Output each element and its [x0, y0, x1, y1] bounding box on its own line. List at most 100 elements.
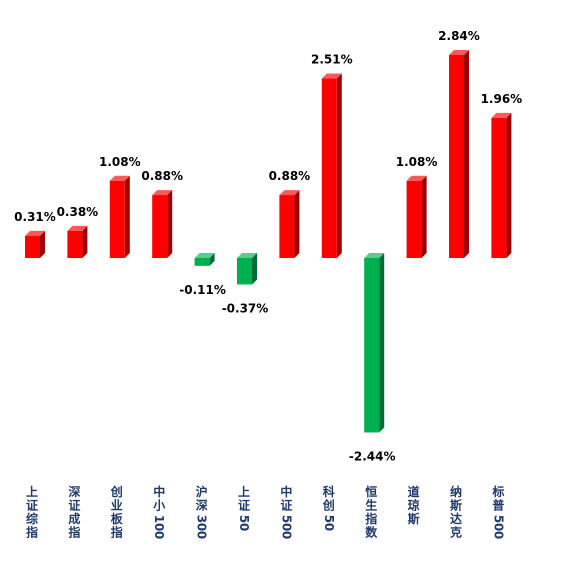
bar-top: [25, 230, 45, 236]
bar-front: [152, 195, 168, 258]
bar-side: [506, 112, 512, 258]
data-label-9: -2.44%: [349, 449, 396, 463]
svg-text:业: 业: [111, 498, 123, 513]
bar-top: [152, 190, 173, 196]
bar-4: [152, 190, 173, 258]
bar-top: [364, 253, 385, 258]
bar-12: [491, 112, 512, 258]
svg-text:创: 创: [110, 484, 123, 499]
svg-text:0: 0: [152, 523, 166, 531]
svg-text:证: 证: [238, 499, 250, 513]
bar-top: [67, 225, 88, 231]
svg-text:斯: 斯: [450, 498, 462, 513]
svg-text:小: 小: [153, 498, 165, 513]
bar-top: [237, 253, 257, 258]
svg-text:0: 0: [279, 523, 293, 531]
svg-text:证: 证: [280, 499, 292, 513]
svg-text:指: 指: [26, 525, 38, 540]
bar-8: [321, 73, 342, 258]
category-label-10: 道琼斯: [408, 484, 420, 526]
bar-top: [449, 49, 469, 55]
bar-front: [449, 54, 464, 258]
bar-1: [25, 230, 45, 258]
data-label-6: -0.37%: [222, 301, 269, 315]
svg-text:深: 深: [196, 498, 208, 513]
data-label-1: 0.31%: [14, 210, 56, 224]
svg-text:1: 1: [152, 515, 166, 523]
bar-side: [82, 225, 88, 258]
bar-front: [279, 195, 295, 258]
svg-text:5: 5: [279, 515, 293, 523]
data-label-3: 1.08%: [99, 155, 141, 169]
svg-text:上: 上: [26, 484, 38, 499]
bar-front: [194, 258, 210, 266]
bar-2: [67, 225, 88, 258]
svg-text:普: 普: [492, 498, 504, 513]
svg-text:综: 综: [26, 511, 38, 526]
svg-text:恒: 恒: [365, 484, 377, 499]
data-label-11: 2.84%: [438, 29, 480, 43]
svg-text:科: 科: [323, 484, 335, 499]
svg-text:指: 指: [68, 525, 80, 540]
bar-side: [252, 253, 257, 285]
bar-side: [421, 175, 427, 258]
svg-text:琼: 琼: [408, 498, 420, 513]
svg-text:中: 中: [153, 484, 165, 499]
svg-text:创: 创: [322, 498, 335, 513]
svg-text:纳: 纳: [450, 484, 462, 499]
svg-text:5: 5: [322, 515, 336, 523]
bar-side: [209, 253, 215, 266]
bar-front: [109, 180, 125, 258]
data-label-10: 1.08%: [396, 155, 438, 169]
svg-text:3: 3: [195, 515, 209, 523]
bar-top: [491, 112, 512, 118]
svg-text:0: 0: [279, 531, 293, 539]
svg-text:数: 数: [365, 525, 378, 540]
data-label-4: 0.88%: [141, 169, 183, 183]
bar-top: [406, 175, 427, 181]
svg-text:中: 中: [280, 484, 292, 499]
svg-text:0: 0: [195, 531, 209, 539]
svg-text:0: 0: [195, 523, 209, 531]
bar-top: [194, 253, 215, 258]
category-label-6: 上证 50: [237, 484, 251, 531]
bar-top: [279, 190, 300, 196]
data-label-7: 0.88%: [269, 169, 311, 183]
data-label-2: 0.38%: [57, 205, 99, 219]
data-label-12: 1.96%: [481, 92, 523, 106]
category-label-8: 科创 50: [322, 484, 336, 531]
bar-front: [237, 258, 252, 285]
svg-text:证: 证: [26, 499, 38, 513]
bar-3: [109, 175, 130, 258]
bar-side: [167, 190, 173, 258]
bar-9: [364, 253, 385, 433]
svg-text:沪: 沪: [196, 484, 208, 499]
bar-side: [40, 230, 45, 258]
bar-side: [379, 253, 385, 433]
bar-front: [364, 258, 380, 433]
svg-text:0: 0: [237, 523, 251, 531]
bar-front: [491, 117, 507, 258]
bar-side: [294, 190, 300, 258]
svg-text:0: 0: [491, 523, 505, 531]
svg-text:深: 深: [68, 484, 80, 499]
data-label-5: -0.11%: [179, 283, 226, 297]
svg-text:上: 上: [238, 484, 250, 499]
bar-front: [25, 235, 40, 258]
svg-text:指: 指: [365, 511, 377, 526]
bar-5: [194, 253, 215, 266]
svg-text:0: 0: [152, 531, 166, 539]
svg-text:生: 生: [365, 498, 377, 513]
svg-text:5: 5: [237, 515, 251, 523]
bar-6: [237, 253, 257, 285]
bar-front: [321, 78, 337, 258]
bar-side: [464, 49, 469, 258]
svg-text:达: 达: [450, 511, 462, 526]
